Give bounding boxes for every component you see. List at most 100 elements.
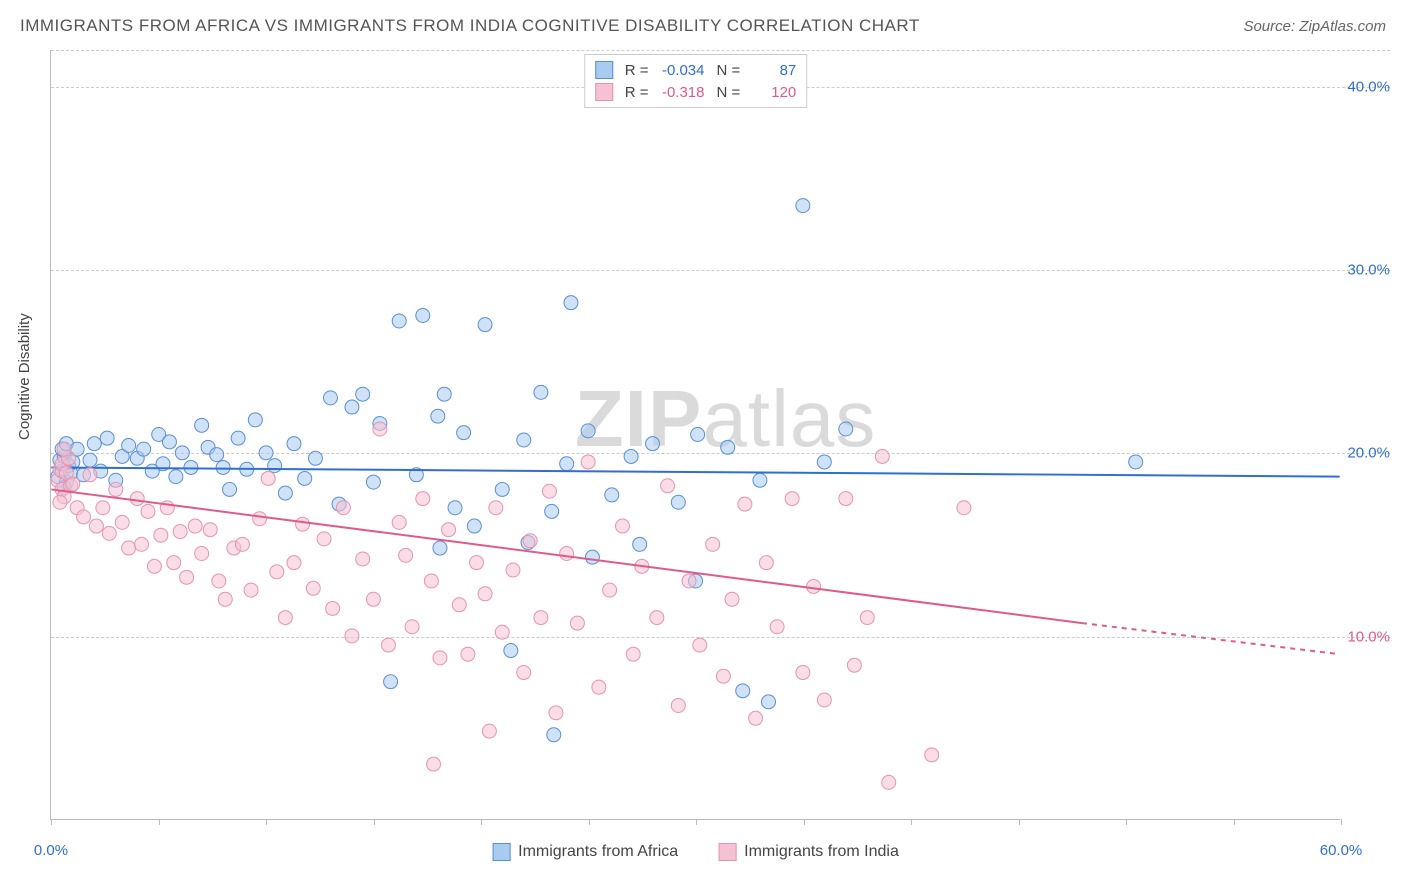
data-point-india bbox=[270, 565, 284, 579]
data-point-india bbox=[244, 583, 258, 597]
data-point-india bbox=[860, 611, 874, 625]
data-point-india bbox=[882, 775, 896, 789]
data-point-india bbox=[278, 611, 292, 625]
data-point-india bbox=[399, 548, 413, 562]
data-point-india bbox=[469, 556, 483, 570]
x-tick-mark bbox=[589, 819, 590, 825]
data-point-india bbox=[693, 638, 707, 652]
data-point-india bbox=[89, 519, 103, 533]
x-tick-mark bbox=[696, 819, 697, 825]
data-point-africa bbox=[796, 199, 810, 213]
data-point-africa bbox=[691, 428, 705, 442]
data-point-africa bbox=[753, 473, 767, 487]
stat-label: N = bbox=[717, 84, 741, 101]
y-tick-label: 10.0% bbox=[1344, 628, 1390, 645]
stat-label: R = bbox=[625, 62, 649, 79]
data-point-india bbox=[261, 471, 275, 485]
data-point-india bbox=[296, 517, 310, 531]
data-point-africa bbox=[581, 424, 595, 438]
data-point-africa bbox=[323, 391, 337, 405]
data-point-india bbox=[796, 666, 810, 680]
data-point-india bbox=[326, 601, 340, 615]
data-point-africa bbox=[392, 314, 406, 328]
data-point-india bbox=[495, 625, 509, 639]
data-point-africa bbox=[100, 431, 114, 445]
swatch-icon bbox=[595, 61, 613, 79]
data-point-india bbox=[542, 484, 556, 498]
x-tick-mark bbox=[804, 819, 805, 825]
data-point-india bbox=[738, 497, 752, 511]
data-point-india bbox=[392, 515, 406, 529]
data-point-africa bbox=[308, 451, 322, 465]
data-point-africa bbox=[467, 519, 481, 533]
swatch-icon bbox=[718, 843, 736, 861]
data-point-india bbox=[682, 574, 696, 588]
data-point-india bbox=[218, 592, 232, 606]
data-point-india bbox=[115, 515, 129, 529]
n-value: 87 bbox=[748, 62, 796, 79]
data-point-india bbox=[195, 547, 209, 561]
data-point-india bbox=[381, 638, 395, 652]
plot-area: 10.0%20.0%30.0%40.0% 0.0%60.0% ZIPatlas … bbox=[50, 50, 1340, 820]
data-point-india bbox=[603, 583, 617, 597]
data-point-india bbox=[57, 442, 71, 456]
data-point-africa bbox=[545, 504, 559, 518]
trend-line-dashed-india bbox=[1082, 623, 1340, 654]
legend-label: Immigrants from India bbox=[744, 843, 899, 861]
x-tick-mark bbox=[51, 819, 52, 825]
swatch-icon bbox=[595, 83, 613, 101]
n-value: 120 bbox=[748, 84, 796, 101]
data-point-india bbox=[203, 523, 217, 537]
data-point-india bbox=[167, 556, 181, 570]
data-point-india bbox=[356, 552, 370, 566]
y-tick-label: 30.0% bbox=[1344, 262, 1390, 279]
data-point-india bbox=[253, 512, 267, 526]
data-point-india bbox=[122, 541, 136, 555]
data-point-india bbox=[235, 537, 249, 551]
data-point-africa bbox=[356, 387, 370, 401]
legend-stat-row-india: R =-0.318N =120 bbox=[595, 81, 797, 103]
r-value: -0.318 bbox=[657, 84, 705, 101]
data-point-india bbox=[212, 574, 226, 588]
data-point-africa bbox=[287, 437, 301, 451]
data-point-india bbox=[77, 510, 91, 524]
data-point-india bbox=[427, 757, 441, 771]
data-point-africa bbox=[195, 418, 209, 432]
data-point-india bbox=[523, 534, 537, 548]
data-point-india bbox=[452, 598, 466, 612]
data-point-india bbox=[147, 559, 161, 573]
data-point-africa bbox=[633, 537, 647, 551]
data-point-india bbox=[706, 537, 720, 551]
x-tick-mark bbox=[374, 819, 375, 825]
data-point-india bbox=[817, 693, 831, 707]
r-value: -0.034 bbox=[657, 62, 705, 79]
data-point-india bbox=[534, 611, 548, 625]
data-point-africa bbox=[564, 296, 578, 310]
data-point-india bbox=[336, 501, 350, 515]
data-point-africa bbox=[122, 438, 136, 452]
data-point-africa bbox=[504, 644, 518, 658]
data-point-india bbox=[102, 526, 116, 540]
data-point-india bbox=[96, 501, 110, 515]
series-legend: Immigrants from AfricaImmigrants from In… bbox=[492, 843, 899, 861]
x-tick-mark bbox=[1019, 819, 1020, 825]
data-point-africa bbox=[223, 482, 237, 496]
data-point-africa bbox=[839, 422, 853, 436]
data-point-india bbox=[725, 592, 739, 606]
data-point-india bbox=[130, 492, 144, 506]
data-point-india bbox=[433, 651, 447, 665]
data-point-africa bbox=[457, 426, 471, 440]
data-point-africa bbox=[298, 471, 312, 485]
data-point-africa bbox=[278, 486, 292, 500]
data-point-africa bbox=[259, 446, 273, 460]
data-point-india bbox=[287, 556, 301, 570]
data-point-africa bbox=[605, 488, 619, 502]
x-tick-mark bbox=[1126, 819, 1127, 825]
data-point-india bbox=[141, 504, 155, 518]
data-point-india bbox=[626, 647, 640, 661]
data-point-africa bbox=[646, 437, 660, 451]
legend-item-india: Immigrants from India bbox=[718, 843, 899, 861]
data-point-africa bbox=[231, 431, 245, 445]
data-point-africa bbox=[384, 675, 398, 689]
data-point-africa bbox=[431, 409, 445, 423]
